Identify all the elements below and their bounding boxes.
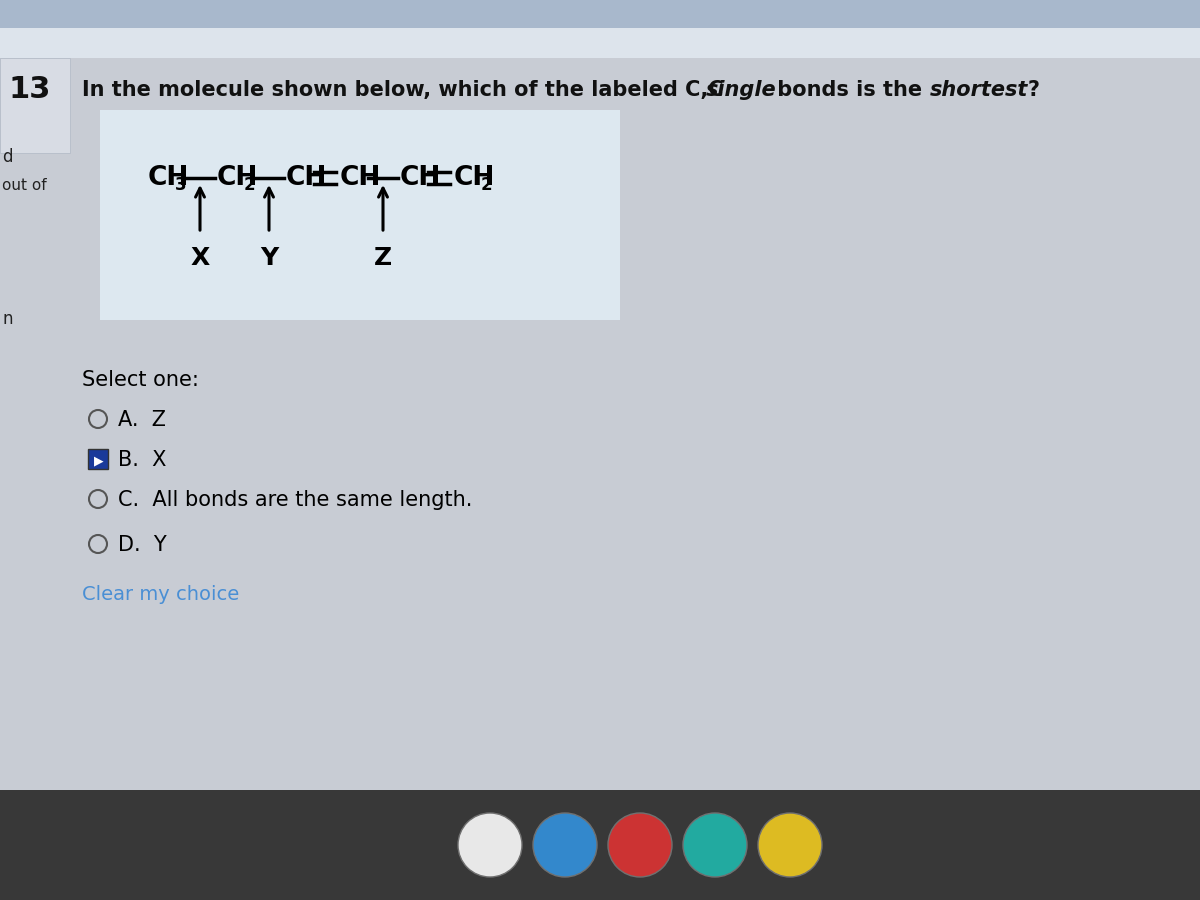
Bar: [0, 28, 1200, 58]
Text: CH: CH: [286, 165, 328, 191]
Text: CH: CH: [217, 165, 258, 191]
Text: B.  X: B. X: [118, 450, 167, 470]
Bar: [0, 0, 1200, 28]
Text: d: d: [2, 148, 12, 166]
Text: X: X: [191, 246, 210, 270]
Text: shortest: shortest: [930, 80, 1028, 100]
Text: CH: CH: [340, 165, 382, 191]
Text: Clear my choice: Clear my choice: [82, 585, 239, 604]
Text: A.  Z: A. Z: [118, 410, 166, 430]
Text: 2: 2: [244, 176, 256, 194]
Text: 13: 13: [8, 75, 50, 104]
Text: bonds is the: bonds is the: [770, 80, 929, 100]
Text: Select one:: Select one:: [82, 370, 199, 390]
Bar: [0, 58, 70, 153]
Circle shape: [533, 813, 598, 877]
Circle shape: [758, 813, 822, 877]
Text: CH: CH: [454, 165, 496, 191]
Text: Y: Y: [260, 246, 278, 270]
Circle shape: [458, 813, 522, 877]
Text: ▶: ▶: [94, 454, 103, 467]
Text: 3: 3: [175, 176, 187, 194]
Text: single: single: [706, 80, 776, 100]
Text: C.  All bonds are the same length.: C. All bonds are the same length.: [118, 490, 473, 510]
Circle shape: [608, 813, 672, 877]
Text: 2: 2: [481, 176, 493, 194]
Bar: [100, 110, 620, 320]
Text: ?: ?: [1028, 80, 1040, 100]
Text: Z: Z: [374, 246, 392, 270]
Text: CH: CH: [148, 165, 190, 191]
Bar: [0, 790, 1200, 900]
Text: CH: CH: [400, 165, 442, 191]
Circle shape: [683, 813, 746, 877]
Text: In the molecule shown below, which of the labeled C,C: In the molecule shown below, which of th…: [82, 80, 731, 100]
Bar: [0, 58, 1200, 788]
Text: D.  Y: D. Y: [118, 535, 167, 555]
Bar: [88, 449, 108, 469]
Text: n: n: [2, 310, 12, 328]
Text: out of: out of: [2, 178, 47, 193]
